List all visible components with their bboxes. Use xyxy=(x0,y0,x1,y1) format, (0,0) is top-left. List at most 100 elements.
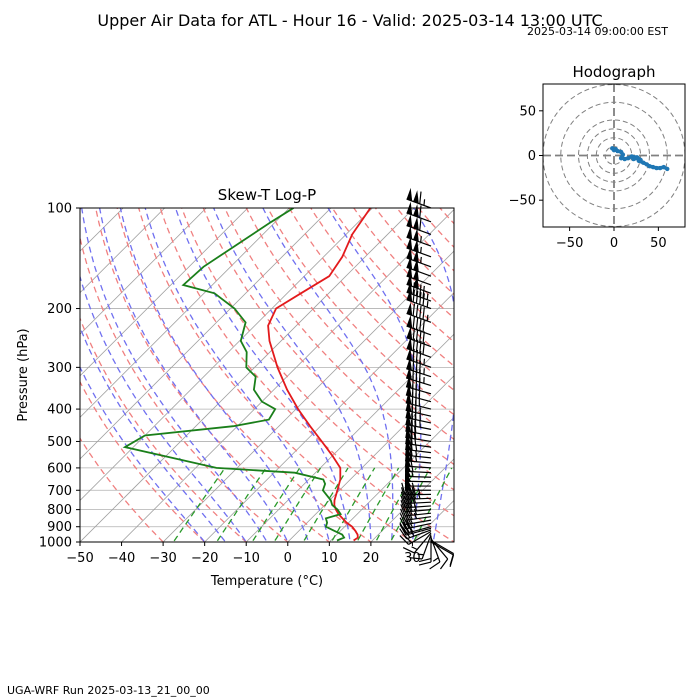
isotherm-line xyxy=(80,208,332,460)
barb-full xyxy=(404,491,410,504)
barb-flag xyxy=(413,228,419,242)
barb-full xyxy=(407,491,413,504)
dry-adiabat xyxy=(331,208,454,343)
dry-adiabat xyxy=(80,316,248,542)
barb-staff xyxy=(405,526,432,535)
y-tick-label: 800 xyxy=(47,503,72,518)
barb-staff xyxy=(406,337,432,348)
barb-staff xyxy=(406,529,432,540)
wind-barb xyxy=(400,495,432,509)
barb-flag xyxy=(405,383,412,397)
figure-title: Upper Air Data for ATL - Hour 16 - Valid… xyxy=(97,11,603,30)
barb-staff xyxy=(405,516,432,521)
y-tick-label: 100 xyxy=(47,202,72,217)
moist-adiabat xyxy=(80,325,227,542)
barb-half xyxy=(426,314,429,322)
barb-full xyxy=(439,558,449,570)
wind-barb xyxy=(430,538,449,570)
barb-full xyxy=(400,495,406,508)
barb-full xyxy=(409,454,413,467)
barb-half xyxy=(420,246,422,254)
y-tick-label: 400 xyxy=(47,403,72,418)
x-tick-label: −30 xyxy=(149,551,176,566)
dry-adiabat xyxy=(476,201,700,549)
skewt-title: Skew-T Log-P xyxy=(218,186,316,204)
y-tick-label: 200 xyxy=(47,302,72,317)
barb-half xyxy=(423,199,426,206)
dry-adiabat xyxy=(417,208,454,249)
dry-adiabat xyxy=(497,201,700,549)
barb-full xyxy=(407,495,413,508)
hodograph-point xyxy=(622,156,627,162)
isotherm-line xyxy=(80,208,249,377)
y-tick-label: 500 xyxy=(47,435,72,450)
barb-flag xyxy=(405,391,412,405)
barb-half xyxy=(411,546,418,551)
barb-full xyxy=(399,535,409,545)
barb-staff xyxy=(405,460,432,464)
hodograph-point xyxy=(661,164,666,170)
dry-adiabat xyxy=(310,208,454,367)
barb-staff xyxy=(404,497,432,500)
barb-staff xyxy=(405,505,432,509)
barb-full xyxy=(411,482,417,495)
barb-full xyxy=(415,328,419,342)
barb-full xyxy=(419,318,422,331)
skewt-y-axis-label: Pressure (hPa) xyxy=(16,328,31,421)
barb-half xyxy=(413,508,418,515)
barb-full xyxy=(422,331,425,344)
barb-full xyxy=(412,316,416,329)
hodograph-point xyxy=(636,158,642,164)
hodograph-point xyxy=(626,155,631,161)
dry-adiabat xyxy=(80,234,289,542)
barb-staff xyxy=(405,423,432,430)
barb-full xyxy=(429,561,441,570)
barb-full xyxy=(418,557,432,563)
mixing-ratio-line xyxy=(172,467,226,542)
barb-full xyxy=(422,293,425,306)
barb-full xyxy=(412,289,416,303)
barb-full xyxy=(419,217,422,231)
barb-full xyxy=(419,305,422,319)
barb-flag xyxy=(406,302,413,316)
hodograph-panel: Hodograph −50 0 50 50 0 −50 xyxy=(509,63,686,251)
hodo-y-tick-label: −50 xyxy=(509,194,536,209)
barb-staff xyxy=(405,509,432,513)
barb-flag xyxy=(405,419,412,433)
wind-barbs xyxy=(399,187,455,570)
moist-adiabat xyxy=(413,208,454,542)
barb-full xyxy=(415,304,419,318)
barb-full xyxy=(402,546,415,554)
hodograph-point xyxy=(631,156,636,162)
barb-half xyxy=(415,444,418,451)
barb-full xyxy=(400,504,406,517)
barb-full xyxy=(415,317,419,330)
moist-adiabat xyxy=(144,208,330,542)
barb-flag xyxy=(406,314,413,329)
barb-flag xyxy=(413,239,419,253)
skewt-x-axis-label: Temperature (°C) xyxy=(210,574,323,589)
barb-staff xyxy=(405,448,432,454)
wind-barb xyxy=(405,412,432,430)
barb-full xyxy=(407,499,413,512)
moist-adiabat xyxy=(119,208,310,542)
y-tick-label: 700 xyxy=(47,484,72,499)
dry-adiabat xyxy=(80,437,165,542)
barb-full xyxy=(404,495,410,508)
barb-half xyxy=(417,492,421,499)
isotherm-line xyxy=(245,333,454,542)
wind-barb xyxy=(406,314,432,336)
dry-adiabat xyxy=(95,208,331,542)
isotherm-line xyxy=(80,208,207,335)
barb-full xyxy=(419,284,422,298)
moist-adiabat xyxy=(174,208,351,542)
moist-adiabat xyxy=(453,539,454,542)
y-tick-label: 900 xyxy=(47,520,72,535)
barb-full xyxy=(412,303,416,316)
barb-half xyxy=(432,557,439,562)
barb-staff xyxy=(405,519,432,526)
barb-flag xyxy=(406,366,412,380)
wind-barb xyxy=(406,187,432,209)
mixing-ratio-line xyxy=(412,467,453,542)
